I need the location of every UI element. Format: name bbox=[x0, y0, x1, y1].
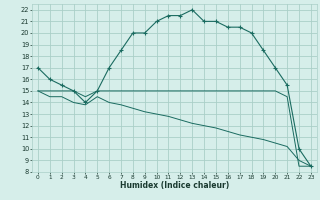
X-axis label: Humidex (Indice chaleur): Humidex (Indice chaleur) bbox=[120, 181, 229, 190]
